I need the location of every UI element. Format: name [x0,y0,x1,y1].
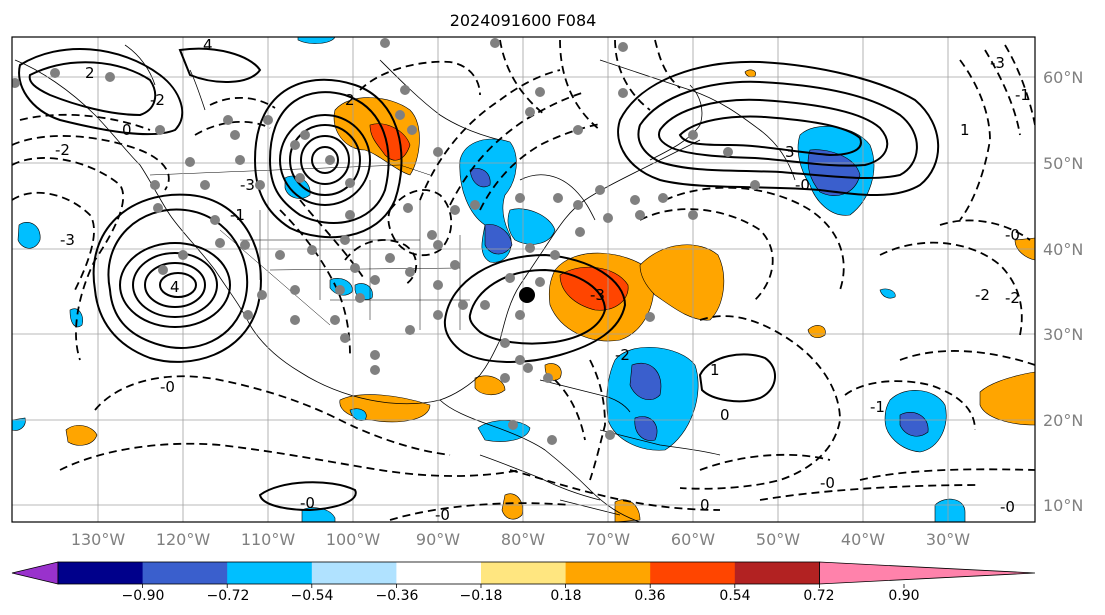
contour-label: -2 [1005,289,1020,307]
lon-label: 80°W [501,530,545,549]
colorbar-over-extension [819,561,1036,585]
colorbar-under-extension [11,561,59,585]
lon-label: 130°W [71,530,126,549]
colorbar-tick: −0.18 [460,588,503,604]
colorbar-border [57,561,820,585]
lon-label: 30°W [926,530,970,549]
contour-label: 1 [960,121,970,139]
contour-label: -1 [230,206,245,224]
lat-label: 20°N [1043,411,1083,430]
contour-label: 0 [720,406,730,424]
contour-label: -0 [435,506,450,524]
lon-label: 70°W [586,530,630,549]
colorbar-segment [142,562,228,584]
lat-label: 40°N [1043,240,1083,259]
contour-label: -1 [1015,86,1030,104]
contour-label: 1 [710,361,720,379]
lat-label: 60°N [1043,68,1083,87]
colorbar-tick: −0.54 [291,588,334,604]
contour-label: -3 [990,54,1005,72]
lon-label: 90°W [416,530,460,549]
colorbar-segment [311,562,397,584]
lon-label: 40°W [841,530,885,549]
contour-label: 4 [203,36,213,54]
colorbar-tick: 0.72 [803,588,834,604]
contour-labels: 4 2 -2 0 -2 -3 4 -1 -3 2 -0 3 -3 -1 1 -2… [55,36,1030,524]
colorbar-tick: −0.36 [376,588,419,604]
colorbar-tick: 0.18 [550,588,581,604]
contour-label: -2 [615,346,630,364]
colorbar-segment [396,562,482,584]
colorbar-tick: −0.72 [207,588,250,604]
colorbar-segment [227,562,313,584]
lon-label: 100°W [326,530,381,549]
colorbar-segment [650,562,736,584]
colorbar-tick: −0.90 [122,588,165,604]
lon-label: 50°W [756,530,800,549]
colorbar-tick: 0.90 [888,588,919,604]
contour-label: -0 [300,494,315,512]
contour-label: -1 [870,398,885,416]
contour-label: -2 [150,91,165,109]
contour-label: 4 [170,278,180,296]
contour-label: -3 [60,231,75,249]
contour-label: -0 [160,378,175,396]
gridlines [12,37,1035,522]
colorbar-segment [734,562,820,584]
contour-label: -3 [590,286,605,304]
contour-label: 3 [785,143,795,161]
station-markers [12,38,760,445]
colorbar-segment [565,562,651,584]
contour-label: -0 [820,474,835,492]
contour-label: -0 [1000,498,1015,516]
contour-label: -0 [1005,226,1020,244]
lon-label: 110°W [241,530,296,549]
map-panel: 4 2 -2 0 -2 -3 4 -1 -3 2 -0 3 -3 -1 1 -2… [12,36,1035,524]
contour-label: -2 [55,141,70,159]
latitude-labels: 60°N 50°N 40°N 30°N 20°N 10°N [1043,68,1083,515]
contour-label: 2 [85,64,95,82]
colorbar-tick: 0.36 [634,588,665,604]
contour-label: -0 [795,176,810,194]
contour-label: 0 [700,496,710,514]
colorbar-segment [481,562,567,584]
lat-label: 30°N [1043,325,1083,344]
longitude-labels: 130°W 120°W 110°W 100°W 90°W 80°W 70°W 6… [71,530,970,549]
contour-label: -3 [240,176,255,194]
contour-label: 2 [345,91,355,109]
map-border [11,36,1036,523]
lon-label: 60°W [671,530,715,549]
solid-contours [18,47,940,512]
contour-label: 0 [122,121,132,139]
colorbar-tick-labels: −0.90 −0.72 −0.54 −0.36 −0.18 0.18 0.36 … [122,588,920,604]
lat-label: 50°N [1043,154,1083,173]
map-title: 2024091600 F084 [450,11,597,30]
colorbar-tick: 0.54 [719,588,750,604]
colorbar-segment [58,562,144,584]
contour-label: -2 [975,286,990,304]
lat-label: 10°N [1043,496,1083,515]
lon-label: 120°W [156,530,211,549]
colorbar [11,561,1036,588]
storm-center-marker [519,287,535,303]
